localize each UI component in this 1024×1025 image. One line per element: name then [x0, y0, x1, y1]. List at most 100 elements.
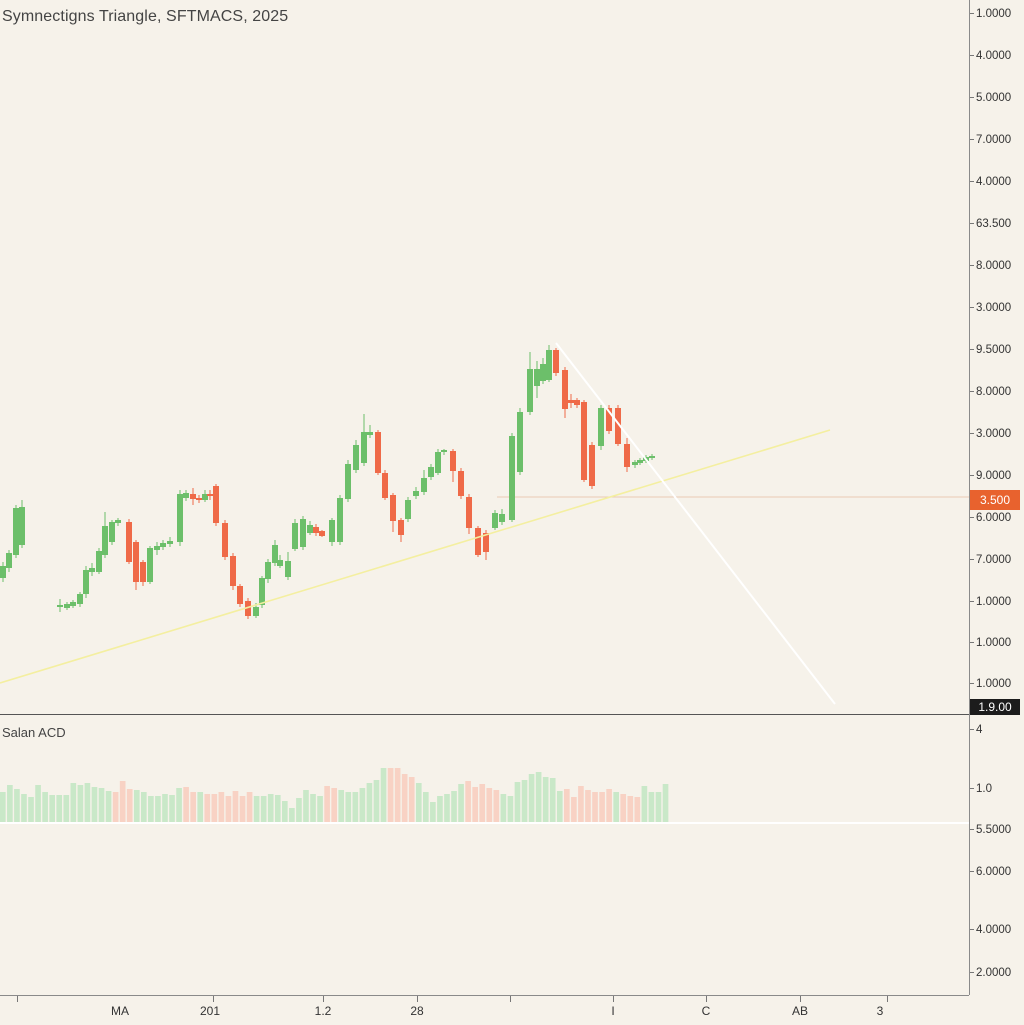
- volume-bar: [28, 797, 34, 822]
- volume-bar: [655, 792, 662, 822]
- candle-body: [196, 498, 202, 500]
- candle-body: [624, 444, 630, 467]
- volume-bar: [14, 789, 20, 822]
- pane-divider[interactable]: [0, 714, 969, 715]
- oscillator-tick: 5.5000: [970, 824, 1011, 836]
- volume-bar: [549, 778, 556, 822]
- oscillator-tick: 4: [970, 724, 982, 736]
- price-tick: 1.0000: [970, 678, 1011, 690]
- time-label: 1.2: [314, 1004, 332, 1018]
- candle-body: [390, 495, 396, 521]
- volume-bar: [296, 798, 302, 822]
- candle-body: [441, 450, 447, 452]
- volume-bar: [84, 783, 91, 822]
- candle-body: [534, 369, 540, 386]
- candle-body: [230, 556, 236, 586]
- time-tick: [800, 996, 801, 1002]
- candle-body: [649, 456, 655, 458]
- price-tick: 8.0000: [970, 386, 1011, 398]
- volume-bar: [169, 795, 175, 822]
- candle-body: [435, 452, 441, 473]
- volume-bar: [197, 792, 204, 822]
- candle-body: [329, 520, 335, 542]
- volume-bar: [599, 792, 605, 822]
- volume-bar: [331, 788, 337, 822]
- candle-body: [499, 514, 505, 522]
- volume-bar: [613, 792, 619, 822]
- time-tick: [213, 996, 214, 1002]
- volume-bar: [634, 797, 641, 822]
- volume-bar: [91, 787, 98, 822]
- volume-bar: [289, 808, 295, 822]
- volume-bar: [451, 791, 457, 822]
- candle-body: [581, 402, 587, 480]
- candle-body: [70, 602, 76, 606]
- volume-bar: [246, 792, 253, 822]
- volume-bar: [535, 772, 542, 822]
- volume-bar: [35, 785, 41, 822]
- candle-body: [319, 531, 325, 536]
- candle-body: [190, 494, 196, 499]
- candlestick-chart[interactable]: [0, 0, 969, 995]
- volume-bar: [528, 774, 535, 822]
- candle-body: [207, 494, 213, 496]
- candle-body: [553, 350, 559, 373]
- candle-body: [167, 541, 173, 544]
- price-tick: 4.0000: [970, 50, 1011, 62]
- time-tick: [613, 996, 614, 1002]
- volume-bar: [465, 781, 471, 822]
- volume-bar: [486, 788, 493, 822]
- candle-body: [245, 601, 251, 616]
- volume-bar: [578, 786, 584, 822]
- volume-bar: [408, 777, 415, 822]
- candle-body: [265, 562, 271, 579]
- volume-bar: [105, 791, 112, 822]
- candle-body: [147, 548, 153, 582]
- volume-bar: [267, 794, 274, 822]
- time-label: 28: [410, 1004, 424, 1018]
- candle-body: [89, 568, 95, 572]
- time-label: I: [611, 1004, 615, 1018]
- volume-bar: [359, 788, 366, 822]
- volume-bar: [148, 796, 154, 822]
- candle-body: [509, 436, 515, 520]
- volume-bar: [620, 794, 627, 822]
- candle-body: [540, 364, 546, 381]
- volume-bar: [274, 795, 281, 822]
- volume-bar: [380, 768, 387, 822]
- resistance-trendline: [555, 342, 836, 705]
- candle-body: [140, 562, 146, 582]
- volume-bar: [126, 789, 133, 822]
- candle-body: [589, 445, 595, 486]
- candle-body: [115, 520, 121, 523]
- price-tick: 6.0000: [970, 512, 1011, 524]
- volume-bar: [514, 782, 521, 822]
- price-tick: 1.0000: [970, 637, 1011, 649]
- candle-body: [405, 500, 411, 519]
- candle-body: [237, 586, 243, 604]
- candle-body: [428, 467, 434, 477]
- volume-bar: [21, 794, 27, 822]
- volume-bar: [7, 785, 13, 822]
- candle-body: [345, 464, 351, 499]
- volume-bar: [662, 784, 669, 822]
- volume-bar: [77, 785, 84, 822]
- time-label: AB: [791, 1004, 809, 1018]
- volume-bar: [401, 774, 408, 822]
- candle-body: [133, 542, 139, 582]
- candle-body: [0, 566, 6, 578]
- volume-bar: [430, 802, 436, 822]
- candle-body: [222, 523, 228, 557]
- volume-bar: [394, 768, 401, 822]
- time-tick: [17, 996, 18, 1002]
- volume-bar: [70, 783, 77, 822]
- price-tick: 3.0000: [970, 302, 1011, 314]
- price-tick: 7.0000: [970, 554, 1011, 566]
- volume-bar: [204, 794, 211, 822]
- price-tick: 5.0000: [970, 92, 1011, 104]
- time-axis[interactable]: MA 201 1.2 28 I C AB 3: [0, 995, 969, 1025]
- volume-bar: [176, 788, 182, 822]
- volume-bar: [282, 801, 288, 822]
- volume-bar: [338, 790, 345, 822]
- last-value-badge: 1.9.00: [970, 699, 1020, 715]
